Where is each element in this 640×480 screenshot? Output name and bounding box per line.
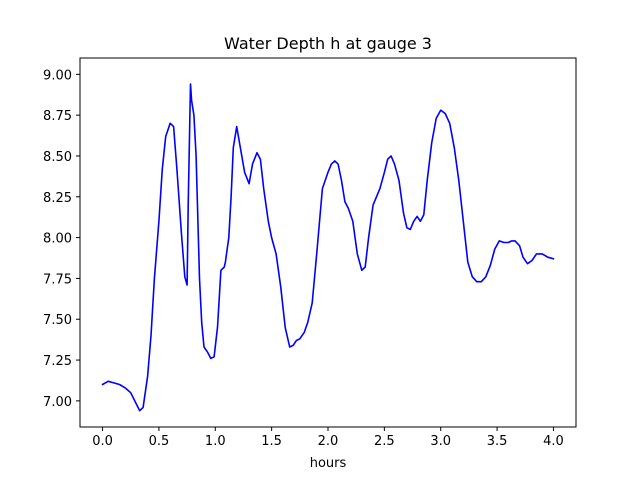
x-tick-label: 1.5 xyxy=(261,434,282,449)
y-tick-label: 7.75 xyxy=(43,272,72,287)
x-axis: 0.0 0.5 1.0 1.5 2.0 2.5 3.0 3.5 4.0 xyxy=(92,427,564,449)
series-line xyxy=(101,83,555,412)
y-tick-label: 7.50 xyxy=(43,313,72,328)
y-tick-label: 8.25 xyxy=(43,191,72,206)
y-tick-label: 8.75 xyxy=(43,109,72,124)
chart-title: Water Depth h at gauge 3 xyxy=(224,34,432,53)
x-tick-label: 2.5 xyxy=(374,434,395,449)
y-tick-label: 7.25 xyxy=(43,354,72,369)
x-tick-label: 3.0 xyxy=(430,434,451,449)
y-tick-label: 8.50 xyxy=(43,150,72,165)
x-tick-label: 2.0 xyxy=(318,434,339,449)
x-axis-label: hours xyxy=(310,456,347,471)
y-tick-label: 7.00 xyxy=(43,395,72,410)
x-tick-label: 3.5 xyxy=(487,434,508,449)
x-tick-label: 4.0 xyxy=(543,434,564,449)
x-tick-label: 0.5 xyxy=(149,434,170,449)
plot-area xyxy=(101,83,555,412)
y-tick-label: 9.00 xyxy=(43,68,72,83)
y-axis: 7.00 7.25 7.50 7.75 8.00 8.25 8.50 8.75 9.00 xyxy=(43,68,80,410)
x-tick-label: 1.0 xyxy=(205,434,226,449)
x-tick-label: 0.0 xyxy=(92,434,113,449)
y-tick-label: 8.00 xyxy=(43,232,72,247)
